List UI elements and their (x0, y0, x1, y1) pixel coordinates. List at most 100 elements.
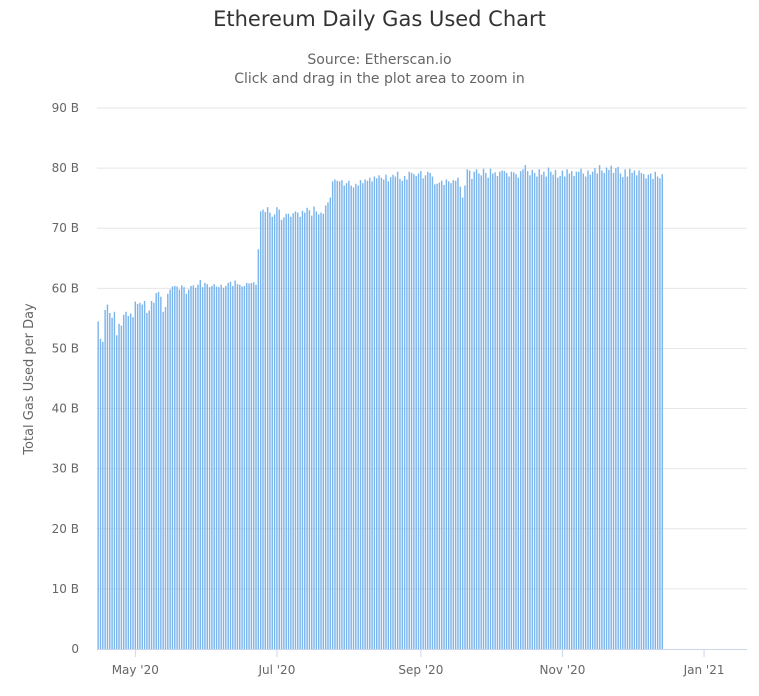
bar[interactable] (387, 181, 390, 649)
bar[interactable] (447, 181, 450, 649)
bar[interactable] (408, 171, 410, 649)
bar[interactable] (132, 317, 134, 649)
bar[interactable] (642, 174, 645, 649)
bar[interactable] (508, 176, 510, 649)
bar[interactable] (192, 285, 195, 649)
bar[interactable] (557, 177, 559, 650)
bar[interactable] (350, 185, 352, 650)
bar[interactable] (206, 284, 208, 649)
bar[interactable] (222, 287, 225, 649)
bar[interactable] (355, 183, 357, 650)
bar[interactable] (629, 168, 631, 649)
bar[interactable] (531, 169, 533, 649)
bar[interactable] (315, 211, 318, 649)
bar[interactable] (304, 212, 306, 649)
bar[interactable] (468, 170, 471, 649)
bar[interactable] (122, 314, 125, 649)
bar[interactable] (174, 285, 176, 649)
bar[interactable] (376, 178, 378, 649)
bar[interactable] (239, 284, 241, 649)
bar[interactable] (438, 182, 441, 650)
bar[interactable] (183, 287, 185, 649)
bar[interactable] (594, 168, 596, 650)
bar[interactable] (185, 293, 188, 649)
bar[interactable] (499, 171, 501, 649)
bar[interactable] (461, 197, 464, 649)
bar[interactable] (573, 175, 575, 649)
bar[interactable] (631, 172, 633, 650)
bar[interactable] (157, 291, 160, 649)
bar[interactable] (601, 170, 603, 649)
bar[interactable] (584, 176, 587, 649)
bar[interactable] (406, 179, 408, 649)
bar[interactable] (362, 183, 364, 649)
bar[interactable] (373, 176, 376, 649)
bar[interactable] (496, 175, 499, 649)
bar[interactable] (654, 171, 657, 649)
bar[interactable] (647, 174, 650, 649)
bar[interactable] (213, 284, 215, 649)
bar[interactable] (422, 178, 424, 649)
bar[interactable] (559, 175, 561, 649)
bar[interactable] (241, 286, 243, 649)
bar[interactable] (615, 168, 617, 650)
bar[interactable] (413, 174, 415, 649)
bar[interactable] (649, 173, 652, 649)
bar[interactable] (324, 205, 327, 649)
bar[interactable] (276, 207, 278, 649)
bar[interactable] (424, 175, 427, 649)
bar[interactable] (334, 179, 336, 649)
bar[interactable] (436, 183, 438, 650)
bar[interactable] (201, 287, 204, 649)
bar[interactable] (301, 210, 304, 650)
bar[interactable] (434, 184, 436, 649)
bar[interactable] (127, 315, 130, 649)
bar[interactable] (199, 279, 202, 649)
bar[interactable] (292, 213, 294, 649)
bar[interactable] (141, 304, 143, 649)
bar[interactable] (371, 181, 373, 649)
bar[interactable] (489, 168, 492, 649)
bar[interactable] (343, 185, 345, 650)
bar[interactable] (348, 180, 350, 650)
bar[interactable] (475, 169, 478, 649)
bar[interactable] (148, 310, 150, 649)
bar[interactable] (529, 175, 531, 649)
bar[interactable] (380, 177, 383, 650)
bar[interactable] (524, 165, 527, 650)
bar[interactable] (118, 323, 120, 649)
bar[interactable] (485, 172, 487, 650)
bar[interactable] (519, 171, 522, 649)
bar[interactable] (106, 304, 109, 649)
bar[interactable] (155, 293, 157, 649)
bar[interactable] (580, 168, 582, 649)
bar[interactable] (471, 178, 473, 649)
bar[interactable] (417, 173, 420, 649)
bar[interactable] (171, 286, 174, 649)
bar[interactable] (229, 281, 232, 649)
bar[interactable] (273, 214, 276, 649)
bar[interactable] (619, 173, 622, 649)
bar[interactable] (459, 186, 462, 649)
bar[interactable] (211, 285, 213, 649)
bar[interactable] (313, 206, 315, 649)
bar[interactable] (538, 169, 540, 649)
bar[interactable] (269, 212, 271, 649)
bar[interactable] (547, 167, 550, 649)
bar[interactable] (308, 210, 311, 649)
bar[interactable] (577, 171, 580, 649)
bar[interactable] (187, 289, 190, 649)
bar[interactable] (250, 282, 253, 649)
bar[interactable] (452, 180, 455, 649)
bar[interactable] (622, 177, 624, 649)
bar[interactable] (176, 286, 178, 649)
bar[interactable] (575, 171, 578, 649)
bar[interactable] (125, 311, 127, 649)
bar[interactable] (153, 302, 155, 649)
bar[interactable] (494, 172, 496, 649)
bar[interactable] (248, 283, 250, 649)
bar[interactable] (410, 172, 413, 650)
bar[interactable] (280, 219, 283, 649)
bar[interactable] (661, 174, 663, 649)
